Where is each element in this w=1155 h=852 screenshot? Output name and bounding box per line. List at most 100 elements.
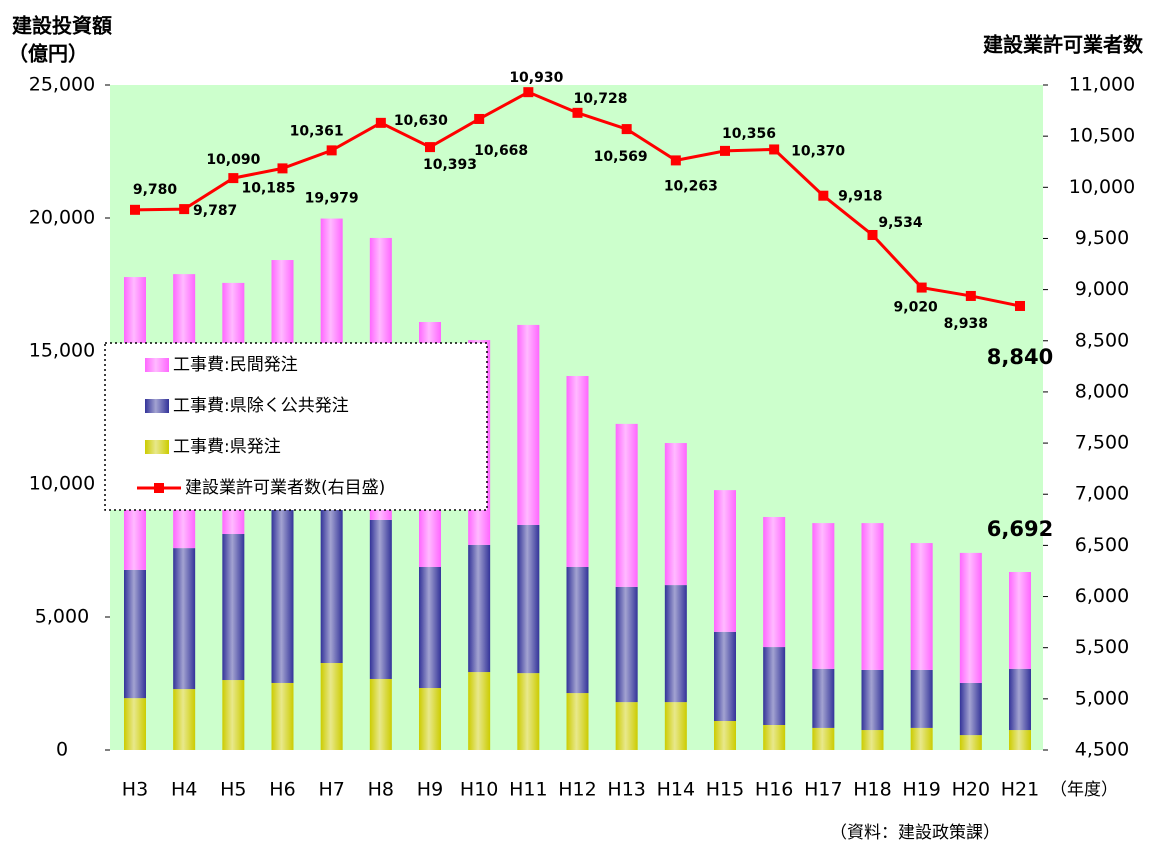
y-tick-label: 20,000 <box>29 207 95 229</box>
bar-total-label: 6,692 <box>987 517 1053 541</box>
bar-segment <box>1009 668 1031 731</box>
bar-segment <box>124 698 146 750</box>
data-label: 10,668 <box>474 143 528 159</box>
left-axis-unit: （億円） <box>8 42 88 66</box>
bar-segment <box>517 324 540 525</box>
x-tick-label: H18 <box>853 779 891 801</box>
bar-segment <box>566 693 589 750</box>
bar-segment <box>714 631 736 722</box>
y2-tick-label: 9,000 <box>1075 278 1129 300</box>
y-tick-label: 0 <box>56 739 68 761</box>
line-marker <box>523 87 534 98</box>
data-label: 8,938 <box>944 316 988 332</box>
bar-segment <box>566 376 589 567</box>
y2-tick-label: 11,000 <box>1069 74 1135 96</box>
bar-segment <box>271 497 294 683</box>
data-label: 8,840 <box>987 345 1053 369</box>
bar-segment <box>419 566 441 689</box>
legend-swatch <box>145 440 169 454</box>
bar-segment <box>517 673 540 750</box>
x-tick-label: H21 <box>1001 779 1039 801</box>
legend-label: 工事費:民間発注 <box>173 355 298 375</box>
bar-segment <box>664 443 687 586</box>
y2-tick-label: 6,000 <box>1075 585 1129 607</box>
line-marker <box>965 290 976 301</box>
data-label: 10,569 <box>594 149 648 165</box>
y2-tick-label: 5,000 <box>1075 687 1129 709</box>
data-label: 10,728 <box>573 91 627 107</box>
bar-segment <box>714 721 736 750</box>
bar-segment <box>812 523 835 669</box>
bar-segment <box>124 569 146 699</box>
line-marker <box>867 229 878 240</box>
bar-segment <box>763 724 786 750</box>
data-label: 10,356 <box>722 126 776 142</box>
line-marker <box>228 173 239 184</box>
x-tick-label: H11 <box>509 779 547 801</box>
line-marker <box>179 204 190 215</box>
bar-segment <box>369 519 392 679</box>
left-axis-title: 建設投資額 <box>12 14 112 38</box>
data-label: 10,630 <box>394 113 448 129</box>
bar-segment <box>615 702 638 750</box>
x-tick-label: H9 <box>417 779 443 801</box>
y2-tick-label: 5,500 <box>1075 636 1129 658</box>
data-label: 9,780 <box>133 182 178 198</box>
bar-segment <box>664 585 687 703</box>
y2-tick-label: 10,500 <box>1069 125 1135 147</box>
data-label: 10,361 <box>290 123 344 139</box>
x-tick-label: H3 <box>122 779 148 801</box>
bar-segment <box>861 523 884 670</box>
bar-segment <box>763 647 786 725</box>
x-tick-label: H6 <box>269 779 295 801</box>
bar-segment <box>1009 730 1031 750</box>
y2-tick-label: 9,500 <box>1075 227 1129 249</box>
bar-segment <box>910 727 933 750</box>
y-tick-label: 10,000 <box>29 473 95 495</box>
data-label: 10,090 <box>206 152 260 168</box>
y-tick-label: 15,000 <box>29 340 95 362</box>
data-label: 10,185 <box>241 180 295 196</box>
bar-segment <box>959 735 982 750</box>
data-label: 9,020 <box>894 300 939 316</box>
y2-tick-label: 7,000 <box>1075 483 1129 505</box>
line-marker <box>916 282 927 293</box>
x-tick-label: H7 <box>318 779 344 801</box>
y2-tick-label: 4,500 <box>1075 739 1129 761</box>
line-marker <box>572 107 583 118</box>
legend-label: 建設業許可業者数(右目盛) <box>185 478 385 498</box>
bar-segment <box>615 423 638 587</box>
x-tick-label: H14 <box>657 779 695 801</box>
bar-segment <box>714 490 736 632</box>
y-tick-label: 25,000 <box>29 74 95 96</box>
bar-segment <box>861 669 884 731</box>
bar-segment <box>566 566 589 694</box>
legend-swatch <box>145 399 169 413</box>
x-tick-label: H16 <box>755 779 793 801</box>
x-tick-label: H12 <box>558 779 596 801</box>
y2-tick-label: 6,500 <box>1075 534 1129 556</box>
bar-segment <box>419 688 441 750</box>
data-label: 9,534 <box>878 215 923 231</box>
bar-segment <box>468 544 491 673</box>
line-marker <box>720 145 730 156</box>
line-marker <box>1015 300 1025 311</box>
data-label: 9,787 <box>193 203 237 219</box>
legend-swatch <box>145 358 169 372</box>
data-label: 9,918 <box>838 189 882 205</box>
source-note: （資料：建設政策課） <box>830 823 1000 843</box>
right-axis-title: 建設業許可業者数 <box>983 33 1144 57</box>
x-tick-label: H17 <box>804 779 842 801</box>
x-tick-label: H13 <box>607 779 645 801</box>
legend-label: 工事費:県除く公共発注 <box>173 396 349 416</box>
line-marker <box>769 144 780 155</box>
bar-segment <box>222 680 245 750</box>
bar-segment <box>517 524 540 674</box>
bar-segment <box>959 552 982 683</box>
y-tick-label: 5,000 <box>35 606 89 628</box>
line-marker <box>277 163 288 174</box>
bar-segment <box>763 516 786 648</box>
line-marker <box>425 142 435 153</box>
bar-segment <box>320 663 343 750</box>
bar-segment <box>910 543 933 670</box>
